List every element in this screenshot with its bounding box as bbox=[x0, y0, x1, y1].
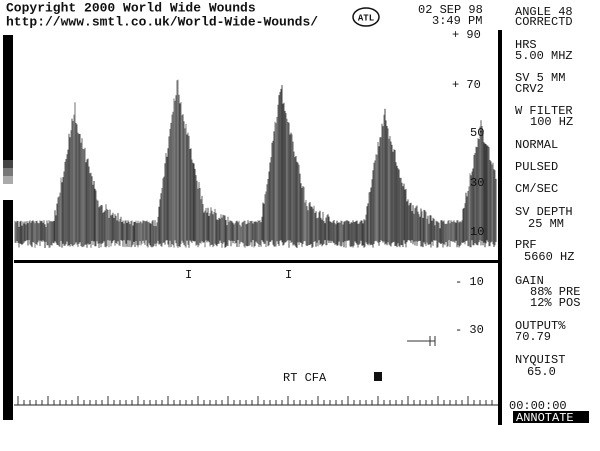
gray-bar bbox=[3, 35, 13, 160]
panel-label: SV 5 MM bbox=[515, 71, 565, 85]
logo: ATL bbox=[358, 13, 374, 23]
scale-label: 10 bbox=[470, 225, 484, 239]
panel-label: CRV2 bbox=[515, 82, 544, 96]
panel-label: SV DEPTH bbox=[515, 205, 573, 219]
panel-label: 70.79 bbox=[515, 330, 551, 344]
scale-label: + 90 bbox=[452, 28, 481, 42]
clock-box bbox=[505, 400, 595, 412]
panel-label: 12% POS bbox=[530, 296, 580, 310]
panel-label: 88% PRE bbox=[530, 285, 580, 299]
panel-label: 65.0 bbox=[527, 365, 556, 379]
panel-label: 100 HZ bbox=[530, 115, 573, 129]
panel-label: W FILTER bbox=[515, 104, 573, 118]
scale-label: 50 bbox=[470, 126, 484, 140]
gray-bar bbox=[3, 160, 13, 168]
velocity-scale: + 90 + 70 50 30 10 - 10 - 30 bbox=[452, 28, 484, 337]
panel-label: PULSED bbox=[515, 160, 558, 174]
panel-label: OUTPUT% bbox=[515, 319, 566, 333]
panel-label: 5.00 MHZ bbox=[515, 49, 573, 63]
panel-label: GAIN bbox=[515, 274, 544, 288]
annotate-button[interactable] bbox=[513, 411, 589, 423]
left-bar bbox=[3, 200, 13, 420]
marker: I bbox=[285, 268, 292, 282]
panel-label: HRS bbox=[515, 38, 537, 52]
marker: I bbox=[185, 268, 192, 282]
panel-border bbox=[498, 30, 502, 425]
panel-label: 5660 HZ bbox=[524, 250, 574, 264]
spectral-waveform bbox=[14, 79, 497, 248]
scale-label: - 10 bbox=[455, 275, 484, 289]
panel-label: CORRECTD bbox=[515, 15, 573, 29]
panel-label: NORMAL bbox=[515, 138, 558, 152]
panel-label: 25 MM bbox=[528, 217, 564, 231]
annotation: RT CFA bbox=[283, 371, 327, 385]
scale-label: 30 bbox=[470, 176, 484, 190]
time: 3:49 PM bbox=[432, 14, 482, 28]
annotate-label[interactable]: ANNOTATE bbox=[516, 411, 574, 425]
cursor-box bbox=[374, 372, 382, 381]
copyright: Copyright 2000 World Wide Wounds bbox=[6, 0, 256, 15]
logo-ring bbox=[352, 7, 380, 27]
url: http://www.smtl.co.uk/World-Wide-Wounds/ bbox=[6, 14, 318, 29]
panel-label: ANGLE 48 bbox=[515, 5, 573, 19]
gray-bar bbox=[3, 168, 13, 176]
scale-label: + 70 bbox=[452, 78, 481, 92]
panel-label: PRF bbox=[515, 238, 537, 252]
baseline bbox=[14, 260, 500, 263]
gray-bar bbox=[3, 176, 13, 184]
clock: 00:00:00 bbox=[509, 399, 567, 413]
scale-label: - 30 bbox=[455, 323, 484, 337]
panel-label: NYQUIST bbox=[515, 353, 565, 367]
panel-label: CM/SEC bbox=[515, 182, 558, 196]
date: 02 SEP 98 bbox=[418, 3, 483, 17]
ruler-ticks bbox=[17, 396, 493, 405]
